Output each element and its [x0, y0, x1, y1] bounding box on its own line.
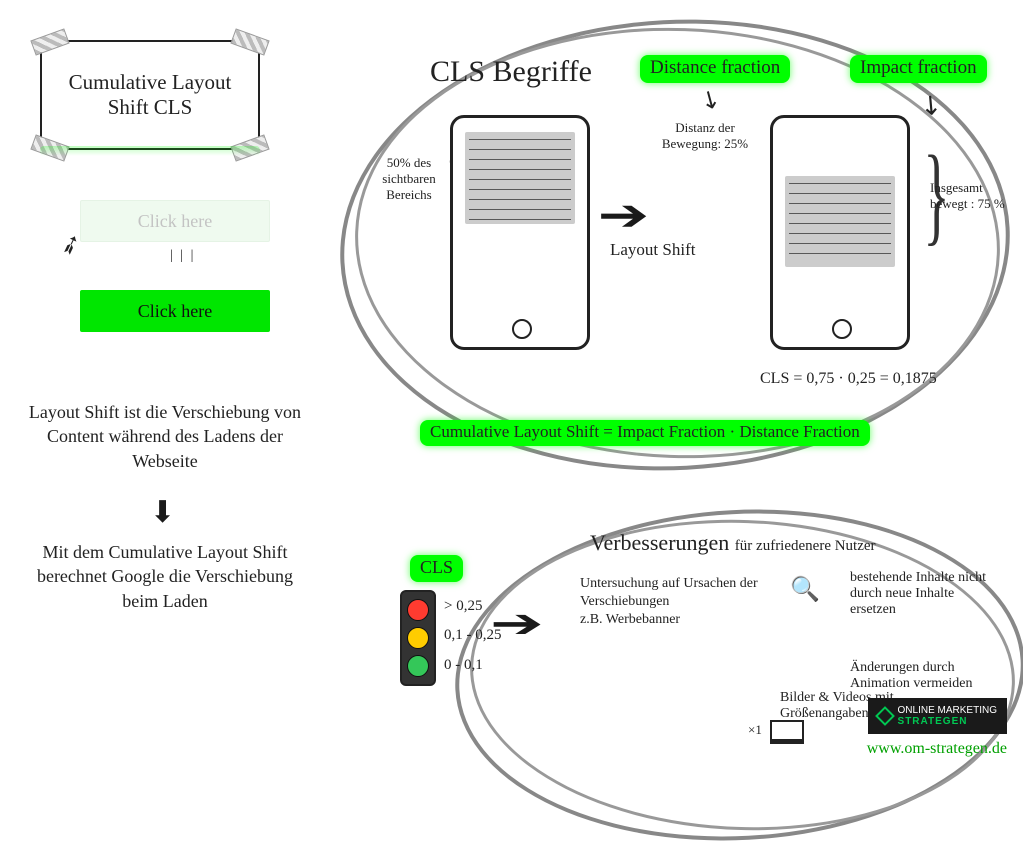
- om-strategen-badge: ONLINE MARKETING STRATEGEN: [868, 698, 1007, 734]
- cls-calculation: CLS = 0,75 · 0,25 = 0,1875: [760, 370, 937, 388]
- threshold-green: 0 - 0,1: [444, 651, 502, 680]
- magnifier-icon: 🔍: [790, 575, 820, 604]
- cls-begriffe-title: CLS Begriffe: [430, 55, 592, 89]
- footer-url: www.om-strategen.de: [867, 740, 1007, 758]
- solid-button-label: Click here: [138, 301, 212, 322]
- screen-icon-label: ×1: [748, 722, 762, 738]
- shift-lines-icon: | | |: [170, 248, 195, 264]
- content-block-after: [785, 176, 895, 268]
- click-here-demo: Click here ➶ | | | Click here: [50, 200, 280, 332]
- impact-fraction-highlight: Impact fraction: [850, 55, 987, 83]
- tape-icon: [230, 28, 269, 55]
- traffic-light-title: CLS: [410, 555, 463, 582]
- layout-shift-arrow-icon: ➔: [598, 190, 650, 241]
- phone-after: [770, 115, 910, 350]
- definition-paragraph: Layout Shift ist die Verschiebung von Co…: [25, 400, 305, 473]
- tape-icon: [30, 134, 69, 161]
- right-brace-label: Insgesamt bewegt : 75 %: [930, 180, 1010, 212]
- cls-mini-highlight: CLS: [410, 555, 463, 582]
- verbesserungen-title-text: Verbesserungen: [590, 530, 729, 555]
- verbesserungen-title: Verbesserungen für zufriedenere Nutzer: [590, 530, 876, 556]
- traffic-light-green-icon: [407, 655, 429, 677]
- badge-diamond-icon: [875, 706, 895, 726]
- cls-formula-highlight: Cumulative Layout Shift = Impact Fractio…: [420, 420, 870, 446]
- traffic-light-amber-icon: [407, 627, 429, 649]
- cls-formula: Cumulative Layout Shift = Impact Fractio…: [420, 420, 870, 446]
- left-brace-label: 50% des sichtbaren Bereichs: [378, 155, 440, 203]
- down-arrow-icon: ⬇: [150, 495, 175, 530]
- no-replace-block: bestehende Inhalte nicht durch neue Inha…: [850, 570, 1000, 618]
- screen-icon: [770, 720, 804, 744]
- solid-button[interactable]: Click here: [80, 290, 270, 332]
- traffic-light: [400, 590, 436, 686]
- distance-annotation: Distanz der Bewegung: 25%: [650, 120, 760, 152]
- text-squiggles-icon: [789, 180, 891, 264]
- explanation-paragraph: Mit dem Cumulative Layout Shift berechne…: [25, 540, 305, 613]
- text-squiggles-icon: [469, 136, 571, 220]
- badge-line2: STRATEGEN: [898, 716, 997, 727]
- layout-shift-label: Layout Shift: [610, 240, 695, 260]
- verbesserungen-subtitle: für zufriedenere Nutzer: [735, 538, 876, 554]
- tape-icon: [230, 134, 269, 161]
- distance-fraction-highlight: Distance fraction: [640, 55, 790, 83]
- badge-line1: ONLINE MARKETING: [898, 705, 997, 716]
- title-card-text: Cumulative Layout Shift CLS: [50, 70, 250, 120]
- no-anim-block: Änderungen durch Animation vermeiden: [850, 660, 1000, 692]
- impact-fraction-label: Impact fraction: [850, 55, 987, 83]
- investigate-example: z.B. Werbebanner: [580, 611, 770, 629]
- improvements-arrow-icon: ➔: [490, 600, 544, 647]
- ghost-button-label: Click here: [138, 211, 212, 232]
- ghost-button: Click here: [80, 200, 270, 242]
- content-block-before: [465, 132, 575, 224]
- traffic-light-red-icon: [407, 599, 429, 621]
- phone-before: [450, 115, 590, 350]
- distance-fraction-label: Distance fraction: [640, 55, 790, 83]
- title-card: Cumulative Layout Shift CLS: [40, 40, 260, 150]
- investigate-text: Untersuchung auf Ursachen der Verschiebu…: [580, 575, 770, 611]
- investigate-block: Untersuchung auf Ursachen der Verschiebu…: [580, 575, 770, 630]
- tape-icon: [30, 28, 69, 55]
